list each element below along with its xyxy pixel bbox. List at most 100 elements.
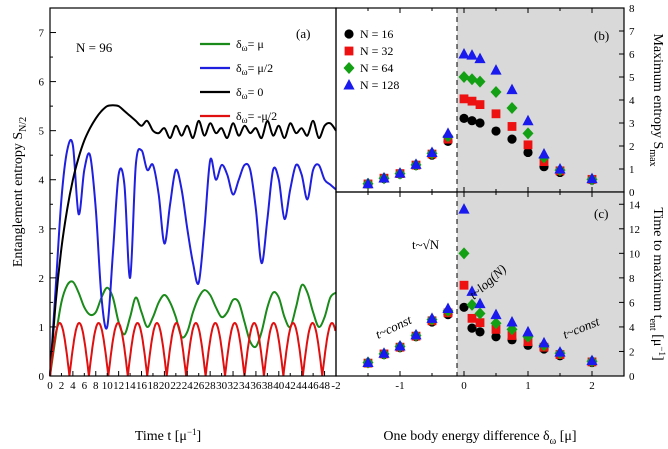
panel-b-marker-square [507,122,517,131]
panel-b-ytick-label: 0 [629,187,635,199]
panel-b-marker-triangle [426,146,438,157]
panel-a-xtick-label: 10 [102,380,114,392]
legend-label-minus-mu-half: δω= -μ/2 [236,109,277,125]
panel-b-ytick-label: 1 [629,164,635,176]
panel-b-marker-diamond [474,75,486,88]
panel-c-marker-triangle [490,308,502,320]
panel-b-markers [362,48,598,190]
panel-a-ytick-label: 2 [39,273,45,285]
panel-b-marker-triangle [522,114,534,126]
panel-b-ytick-label: 7 [629,26,635,38]
series-line-mu [49,280,337,377]
panel-c-marker-square [459,280,469,290]
panel-c-label: (c) [594,206,608,221]
panel-c-marker-triangle [426,312,438,323]
panel-a-ytick-label: 7 [39,28,45,40]
panel-a-xtick-label: 20 [159,380,171,392]
legend-label-mu-half: δω= μ/2 [236,61,273,77]
panel-b-marker-diamond [506,102,518,115]
panel-b-marker-circle [467,116,477,126]
panel-c-marker-triangle [394,339,406,351]
panel-a-ytick-label: 5 [39,126,45,138]
panel-a-ytick-label: 3 [39,224,45,236]
panel-a-ytick-label: 0 [39,371,45,383]
panel-a-label: (a) [296,26,310,41]
panel-c-marker-triangle [466,285,478,296]
panel-c-ytick-label: 10 [629,248,641,260]
panel-b-ytick-label: 6 [629,49,635,61]
panel-c-markers [362,203,598,369]
panel-b-marker-triangle [474,52,486,64]
panel-b-ytick-label: 8 [629,3,635,15]
panel-a-ytick-label: 1 [39,322,45,334]
legend-label-square: N = 32 [360,44,393,58]
panel-b-marker-triangle [458,48,470,59]
panel-a-xtick-label: 24 [182,380,194,392]
panel-b-marker-triangle [586,172,598,184]
panel-c-ytick-label: 0 [629,371,635,383]
panel-b-marker-diamond [490,85,502,98]
panel-c-marker-triangle [554,346,566,357]
panel-a-xtick-label: 30 [216,380,228,392]
panel-a: 0 2 4 6 8 10 12 14 16 18 20 22 24 26 28 30 32 34 36 38 40 42 4… [11,7,337,444]
panel-c-xlabel: One body energy difference δω [μ] [383,429,576,447]
panel-c-marker-circle [467,323,477,333]
legend-label-zero: δω= 0 [236,85,263,101]
panel-b-legend: N = 16 N = 32 N = 64 N = 128 [343,27,399,92]
panel-b-marker-square [475,100,485,109]
panel-c-marker-square [475,318,485,328]
panel-a-xtick-label: 46 [308,380,320,392]
panel-b-marker-diamond [466,73,478,86]
panel-a-xtick-label: 16 [136,380,148,392]
panel-c-marker-diamond [490,317,502,330]
annotation-sqrt-n: t~√N [412,237,440,252]
panel-b-marker-square [523,140,533,150]
panel-c-ylabel: Time to maximum tent [μ−1] [647,207,667,360]
panel-b-ytick-label: 2 [629,141,635,153]
panel-c-marker-triangle [458,203,470,214]
panel-b-marker-circle [491,126,501,136]
panel-a-xtick-label: 40 [273,380,285,392]
legend-marker-triangle [343,79,355,90]
panel-c-xtick-label: 1 [525,380,531,392]
panel-c-ytick-label: 8 [629,273,635,285]
panel-b-marker-circle [507,134,517,144]
panel-b-marker-triangle [442,127,454,138]
panel-a-xtick-label: 38 [262,380,274,392]
panel-c-marker-triangle [378,347,390,358]
panel-b-marker-square [491,109,501,119]
panel-b-marker-triangle [506,83,518,95]
panel-c-ytick-label: 6 [629,297,635,309]
panel-a-ytick-label: 4 [39,175,45,187]
panel-a-xtick-label: 6 [82,380,88,392]
panel-a-xtick-label: 44 [296,380,308,392]
panel-b-marker-square [459,94,469,104]
panel-c-marker-triangle [362,356,374,368]
panel-a-xtick-label: 2 [59,380,65,392]
panel-a-ticks: 0 2 4 6 8 10 12 14 16 18 20 22 24 26 28 30 32 34 36 38 40 42 4… [39,28,331,392]
panel-a-xtick-label: 26 [193,380,205,392]
panel-c-marker-triangle [586,354,598,366]
panel-a-xtick-label: 34 [239,380,251,392]
panel-c-marker-square [467,313,477,323]
panel-b-ylabel: Maximum entropy Smax [647,33,665,166]
panel-a-xtick-label: 8 [93,380,99,392]
panel-b-marker-triangle [410,158,422,169]
panel-c-xtick-label: -1 [395,380,404,392]
panel-a-xtick-label: 48 [319,380,331,392]
panel-a-xtick-label: 12 [113,380,124,392]
panel-a-xtick-label: 4 [70,380,76,392]
legend-marker-diamond [343,62,355,74]
panel-c-ytick-label: 12 [629,224,640,236]
legend-marker-circle [344,29,354,39]
panel-b-marker-triangle [554,163,566,174]
panel-b-marker-triangle [466,49,478,60]
legend-label-diamond: N = 64 [360,61,393,75]
panel-b-marker-triangle [378,171,390,183]
legend-label-mu: δω= μ [236,37,264,53]
panel-c-marker-circle [475,327,485,337]
panel-a-xtick-label: 32 [228,380,239,392]
panel-c-marker-triangle [522,325,534,337]
